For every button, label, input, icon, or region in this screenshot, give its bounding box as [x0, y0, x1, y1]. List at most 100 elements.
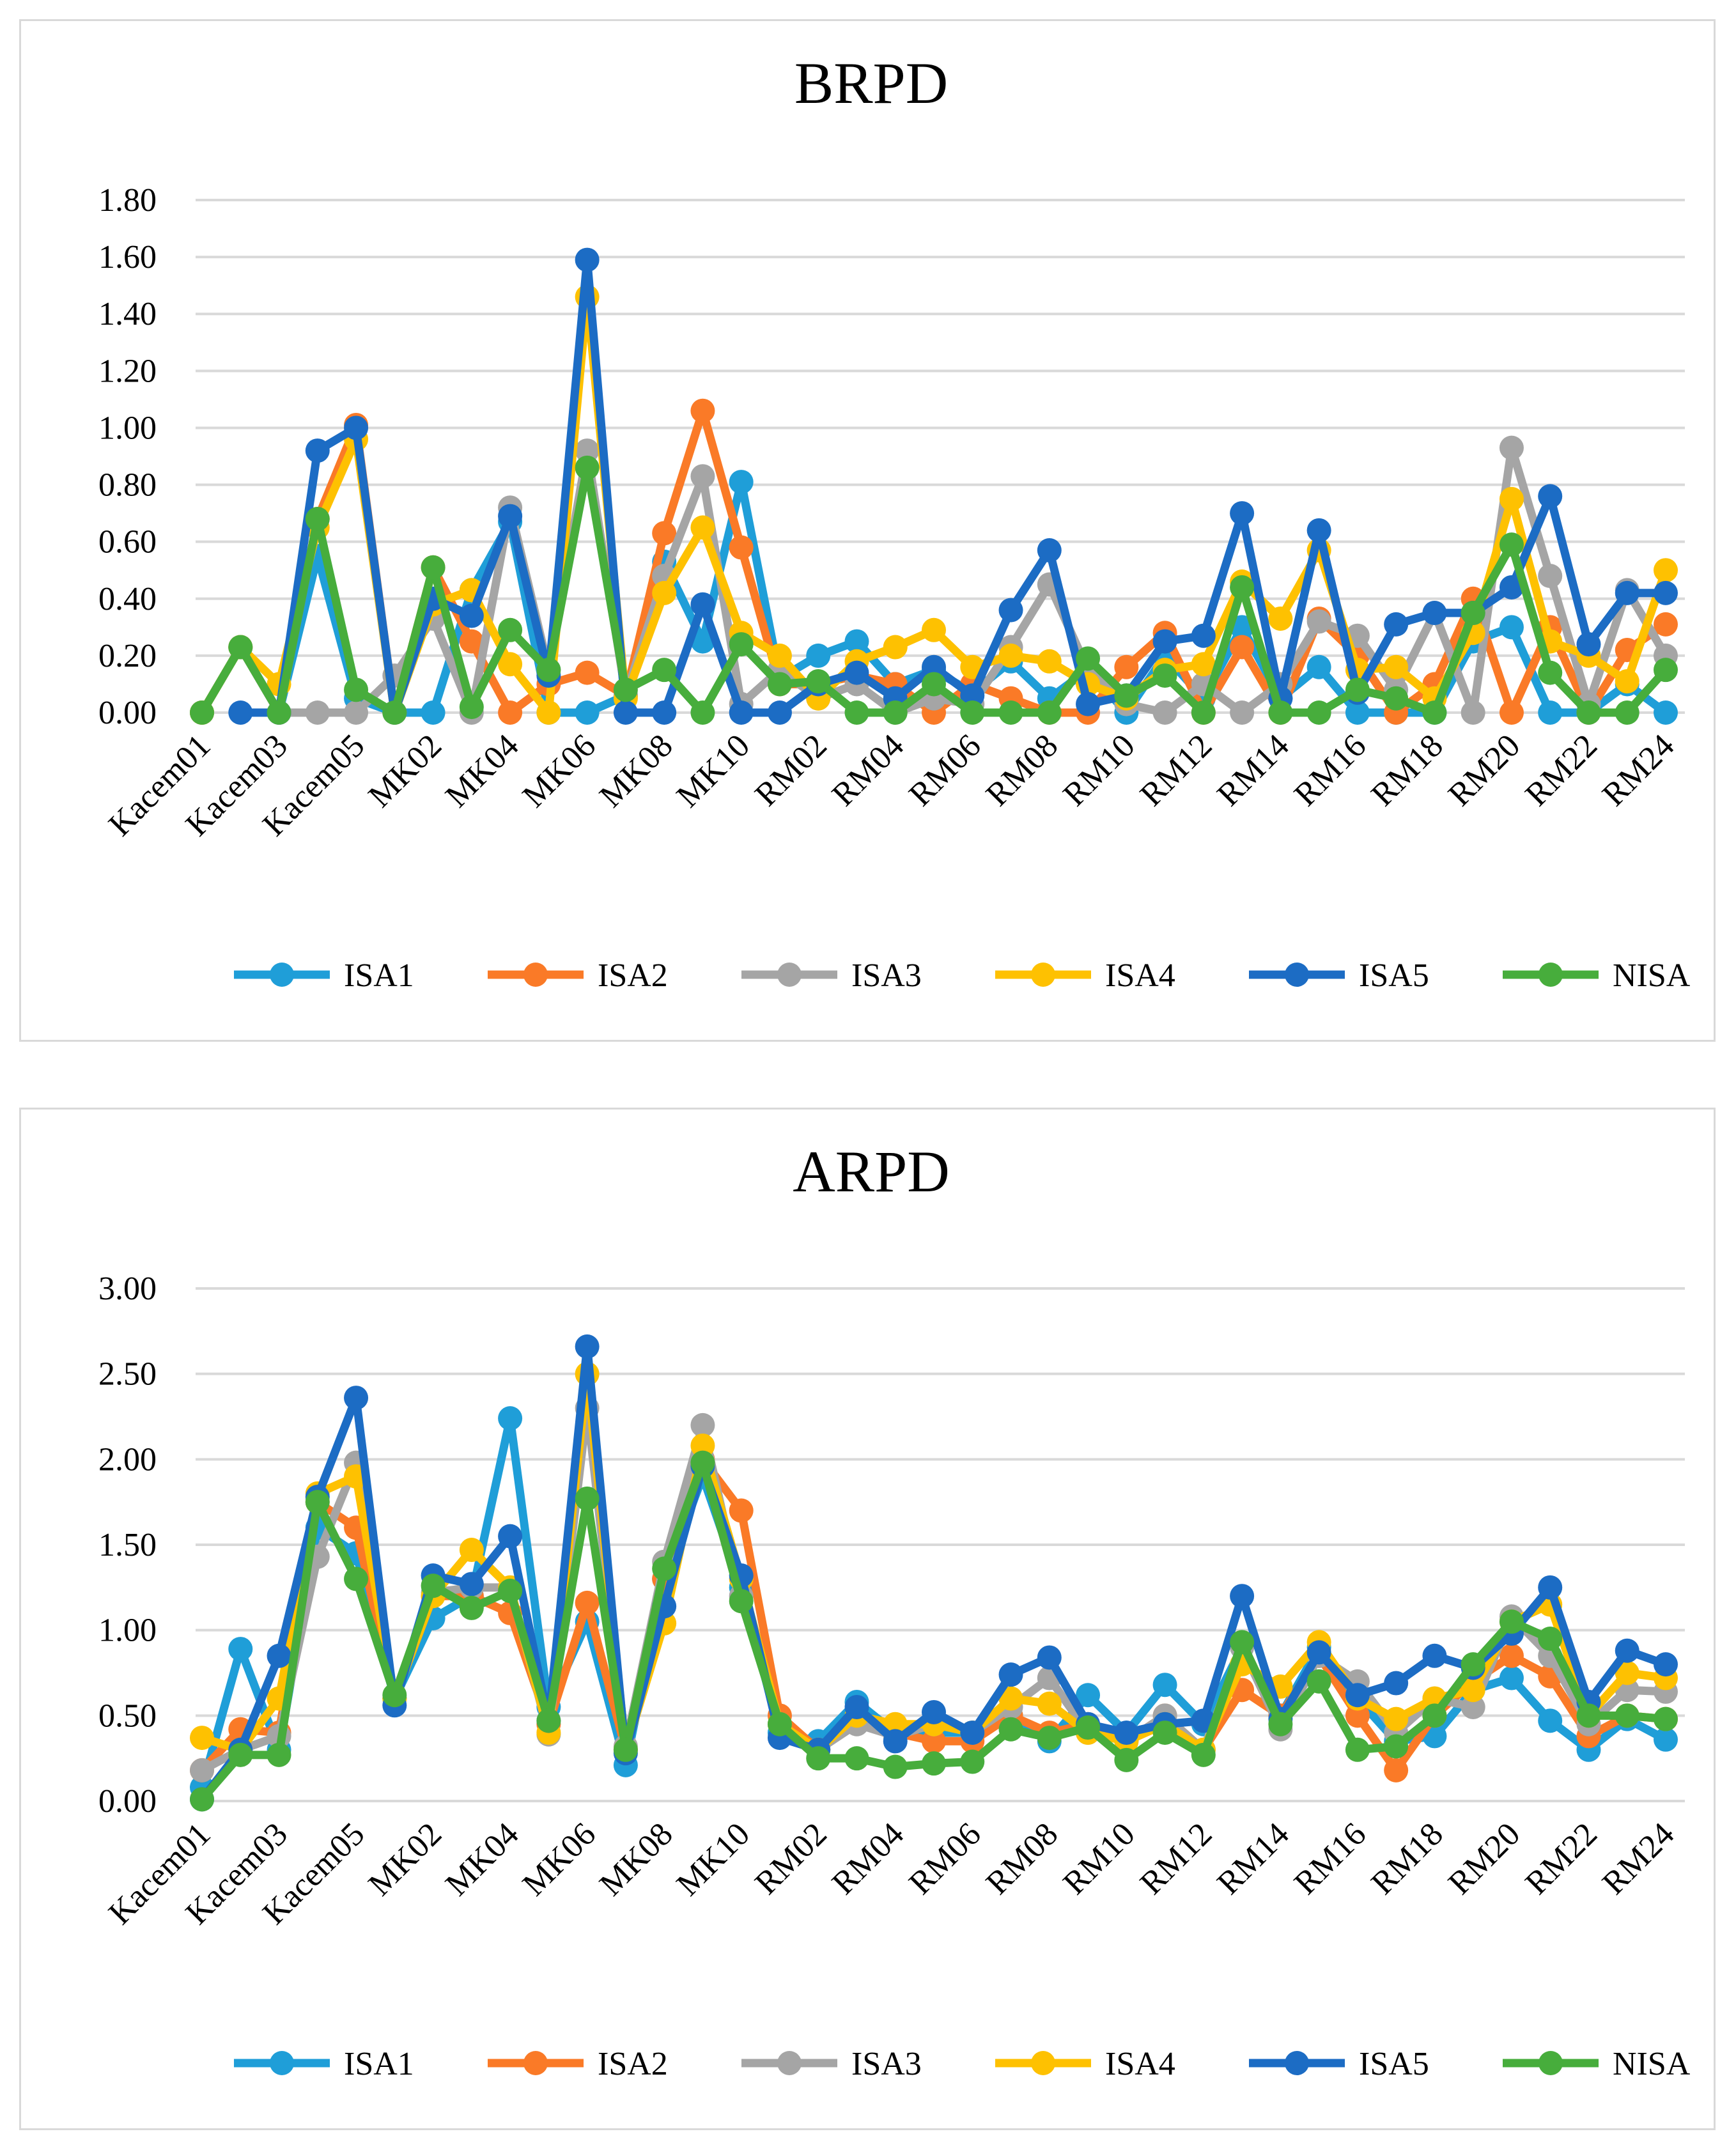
data-point [459, 695, 484, 720]
data-point [190, 700, 214, 725]
data-point [690, 592, 715, 617]
data-point [1114, 1747, 1139, 1772]
x-tick-label: MK10 [670, 1816, 757, 1903]
data-point [1230, 700, 1255, 725]
data-point [1499, 615, 1524, 640]
x-tick-label: RM08 [979, 727, 1065, 813]
data-point [1499, 575, 1524, 599]
data-point [305, 700, 330, 725]
legend-item-isa2: ISA2 [488, 957, 668, 994]
data-point [575, 1334, 600, 1359]
data-point [575, 455, 600, 480]
data-point [498, 1406, 523, 1431]
y-tick-label: 0.40 [98, 581, 157, 617]
data-point [690, 464, 715, 489]
data-point [1384, 1671, 1409, 1696]
arpd-chart-panel: ARPD 0.00 0.50 1.00 1.50 2.00 2.50 3.00 Kacem01… [19, 1108, 1716, 2130]
data-point [1076, 1715, 1101, 1740]
data-point [844, 1694, 869, 1719]
data-point [498, 617, 523, 642]
data-point [729, 1498, 754, 1523]
x-tick-label: RM04 [825, 727, 911, 813]
data-point [1076, 646, 1101, 671]
legend-label: ISA2 [598, 957, 668, 994]
data-point [1076, 692, 1101, 716]
data-point [1461, 601, 1485, 626]
data-point [767, 672, 792, 697]
data-point [1114, 683, 1139, 708]
data-point [1461, 1694, 1485, 1719]
x-tick-label: RM18 [1365, 727, 1450, 813]
data-point [998, 1662, 1023, 1687]
data-point [267, 1742, 291, 1767]
y-tick-label: 1.00 [98, 1612, 157, 1649]
data-point [575, 700, 600, 725]
data-point [1345, 677, 1370, 702]
x-tick-label: RM20 [1441, 1816, 1527, 1901]
data-point [922, 654, 946, 679]
legend-item-isa5: ISA5 [1249, 2046, 1429, 2082]
y-tick-label: 1.00 [98, 410, 157, 446]
legend-item-isa4: ISA4 [995, 2046, 1175, 2082]
y-tick-label: 0.50 [98, 1698, 157, 1734]
data-point [652, 1556, 677, 1581]
x-tick-label: RM14 [1211, 1816, 1296, 1901]
data-point [1384, 686, 1409, 711]
data-point [536, 1708, 561, 1733]
data-point [729, 1589, 754, 1614]
data-point [1152, 700, 1177, 725]
data-point [1576, 700, 1601, 725]
data-point [1422, 601, 1447, 626]
data-point [1191, 700, 1216, 725]
data-point [922, 1751, 946, 1776]
data-point [883, 1729, 908, 1754]
data-point [498, 1524, 523, 1549]
data-point [1306, 654, 1331, 679]
data-point [1191, 1742, 1216, 1767]
data-point [1152, 1673, 1177, 1698]
data-point [883, 1712, 908, 1736]
data-point [575, 1486, 600, 1511]
data-point [1345, 1683, 1370, 1708]
data-point [1654, 1706, 1678, 1731]
data-point [767, 1712, 792, 1736]
data-point [536, 658, 561, 683]
data-point [960, 1721, 985, 1745]
x-tick-label: RM08 [979, 1816, 1065, 1901]
data-point [344, 415, 369, 440]
data-point [459, 603, 484, 628]
data-point [844, 700, 869, 725]
legend-label: ISA3 [851, 2046, 922, 2082]
data-point [305, 438, 330, 463]
data-point [344, 677, 369, 702]
data-point [1384, 1706, 1409, 1731]
data-point [998, 1717, 1023, 1742]
data-point [883, 700, 908, 725]
data-point [1615, 700, 1639, 725]
data-point [305, 507, 330, 532]
legend-marker [523, 2051, 548, 2075]
data-point [1268, 1712, 1293, 1736]
data-point [1615, 669, 1639, 693]
data-point [1152, 663, 1177, 688]
data-point [498, 700, 523, 725]
data-point [729, 470, 754, 495]
data-point [498, 652, 523, 677]
legend-marker [523, 963, 548, 987]
x-tick-label: RM14 [1211, 727, 1296, 813]
data-point [1076, 1683, 1101, 1708]
data-point [267, 700, 291, 725]
data-point [575, 438, 600, 463]
data-point [883, 1754, 908, 1779]
data-point [690, 1433, 715, 1458]
y-tick-label: 1.80 [98, 182, 157, 219]
legend-marker [270, 2051, 294, 2075]
x-tick-label: MK08 [593, 727, 679, 814]
series-nisa [190, 1450, 1678, 1812]
x-tick-label: RM12 [1133, 1816, 1219, 1901]
legend-label: ISA4 [1105, 2046, 1175, 2082]
legend-label: ISA5 [1359, 2046, 1429, 2082]
legend-label: ISA1 [344, 2046, 414, 2082]
data-point [1654, 558, 1678, 583]
data-point [1230, 1630, 1255, 1655]
